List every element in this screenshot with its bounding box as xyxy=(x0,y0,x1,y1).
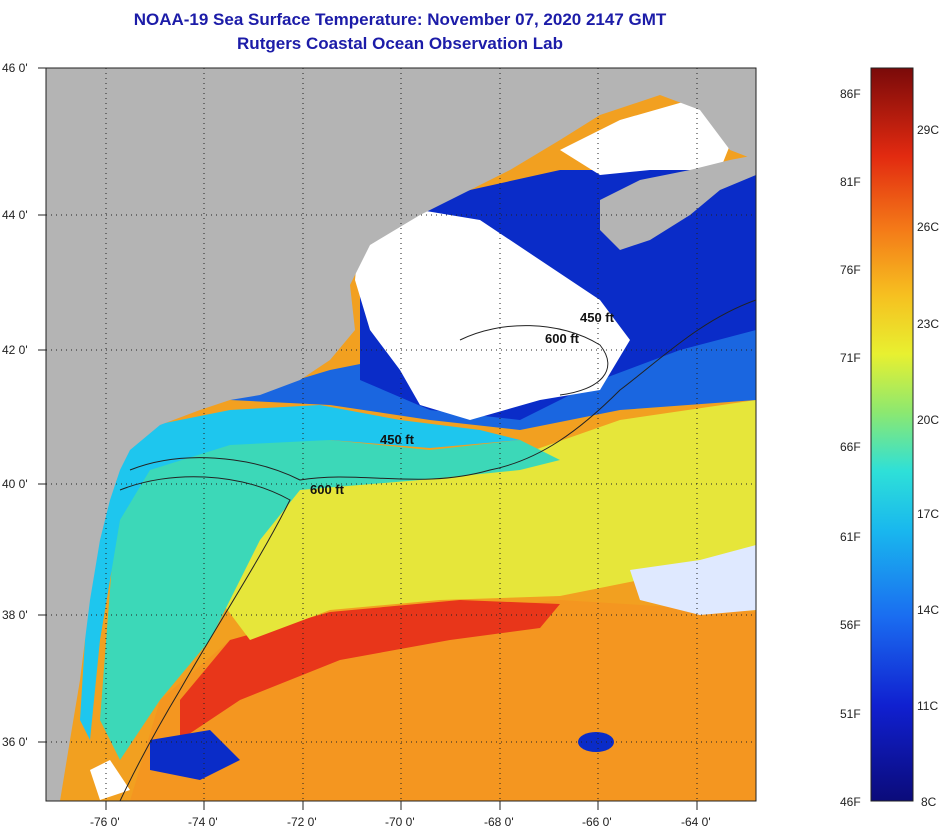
colorbar xyxy=(870,67,914,802)
contour-georges-line xyxy=(459,325,609,396)
x-tick-label: -64 0' xyxy=(681,815,711,829)
x-tick-label: -72 0' xyxy=(287,815,317,829)
x-tick-label: -66 0' xyxy=(582,815,612,829)
colorbar-c-label: 26C xyxy=(917,220,939,234)
contour-label-2: 450 ft xyxy=(380,432,415,447)
cold-patch-south xyxy=(150,730,240,780)
land-mass xyxy=(46,68,756,801)
shelf-water-region xyxy=(100,440,560,760)
cloud-cover-gulf-of-maine xyxy=(355,210,630,420)
colorbar-c-label: 23C xyxy=(917,317,939,331)
x-tick-label: -70 0' xyxy=(385,815,415,829)
x-tick-label: -68 0' xyxy=(484,815,514,829)
y-tick-label: 46 0' xyxy=(2,61,28,75)
y-tick-label: 38 0' xyxy=(2,608,28,622)
y-tick-label: 36 0' xyxy=(2,735,28,749)
colorbar-f-label: 76F xyxy=(840,263,861,277)
y-tick-label: 40 0' xyxy=(2,477,28,491)
colorbar-f-label: 86F xyxy=(840,87,861,101)
colorbar-f-label: 46F xyxy=(840,795,861,809)
nova-scotia-land xyxy=(600,155,756,250)
map-subtitle: Rutgers Coastal Ocean Observation Lab xyxy=(237,34,563,53)
colorbar-c-label: 17C xyxy=(917,507,939,521)
colorbar-f-label: 56F xyxy=(840,618,861,632)
x-tick-label: -76 0' xyxy=(90,815,120,829)
contour-label-1: 600 ft xyxy=(545,331,580,346)
cloud-cover-east xyxy=(630,545,756,615)
map-panel xyxy=(46,68,756,801)
contour-600ft-line xyxy=(129,299,756,481)
nearshore-water-region xyxy=(80,405,520,740)
colorbar-c-label: 20C xyxy=(917,413,939,427)
y-tick-label: 44 0' xyxy=(2,208,28,222)
colorbar-f-label: 81F xyxy=(840,175,861,189)
contour-label-4: 450 ft xyxy=(580,310,615,325)
map-title: NOAA-19 Sea Surface Temperature: Novembe… xyxy=(133,10,667,29)
gulf-stream-region xyxy=(180,600,560,740)
colorbar-f-label: 61F xyxy=(840,530,861,544)
cloud-cover-north xyxy=(560,100,740,175)
cloud-cover-southwest xyxy=(90,760,130,800)
gridlines xyxy=(46,68,756,801)
x-tick-label: -74 0' xyxy=(188,815,218,829)
contour-shelf-line xyxy=(119,476,291,801)
colorbar-f-label: 66F xyxy=(840,440,861,454)
slope-water-region xyxy=(220,400,756,640)
colorbar-f-label: 51F xyxy=(840,707,861,721)
contour-label-3: 600 ft xyxy=(310,482,345,497)
colorbar-c-label: 29C xyxy=(917,123,939,137)
colorbar-c-label: 14C xyxy=(917,603,939,617)
colorbar-f-label: 71F xyxy=(840,351,861,365)
y-tick-label: 42 0' xyxy=(2,343,28,357)
colorbar-c-label: 11C xyxy=(917,699,938,713)
colorbar-c-label: 8C xyxy=(921,795,937,809)
axis-ticks xyxy=(38,67,698,810)
